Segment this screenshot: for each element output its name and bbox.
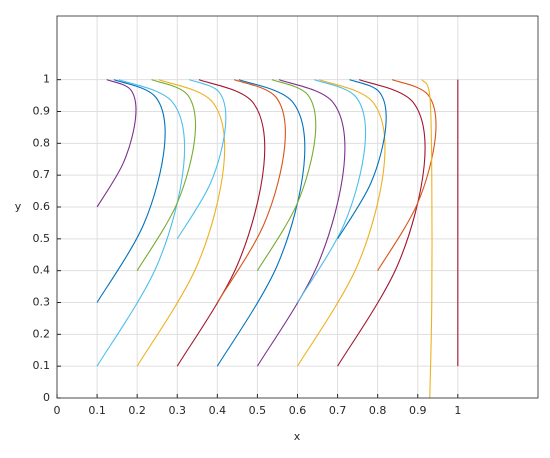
curve [136, 79, 197, 271]
y-tick-label: 0.3 [33, 296, 51, 309]
y-tick-label: 0.8 [33, 136, 51, 149]
curve [377, 79, 437, 271]
y-tick-label: 0.6 [33, 200, 51, 213]
curve [256, 79, 317, 271]
x-tick-label: 0.3 [169, 404, 187, 417]
x-tick-label: 0.4 [209, 404, 227, 417]
y-tick-label: 0 [43, 391, 50, 404]
y-tick-label: 1 [43, 73, 50, 86]
y-axis-label: y [15, 200, 22, 213]
axes-box [56, 15, 539, 399]
curve [176, 79, 227, 240]
curve [216, 79, 306, 367]
curve [96, 79, 137, 208]
x-tick-label: 0.5 [249, 404, 267, 417]
y-tick-label: 0.2 [33, 327, 51, 340]
y-tick-label: 0.5 [33, 232, 51, 245]
x-tick-label: 0.7 [329, 404, 347, 417]
y-tick-label: 0.7 [33, 168, 51, 181]
x-tick-label: 0 [54, 404, 61, 417]
curve [136, 79, 226, 367]
x-tick-label: 0.6 [289, 404, 307, 417]
curve [216, 79, 286, 303]
x-tick-label: 0.9 [409, 404, 427, 417]
y-tick-label: 0.1 [33, 359, 51, 372]
curve [256, 79, 346, 367]
curve [337, 79, 387, 240]
curve [176, 79, 266, 367]
curve [337, 79, 426, 367]
curve [297, 79, 386, 367]
curve [96, 79, 166, 303]
curve [96, 79, 186, 367]
curve [421, 79, 433, 399]
x-tick-label: 0.8 [369, 404, 387, 417]
curve [297, 79, 367, 303]
y-tick-label: 0.9 [33, 105, 51, 118]
y-tick-label: 0.4 [33, 264, 51, 277]
x-tick-label: 1 [454, 404, 461, 417]
x-axis-label: x [294, 430, 301, 443]
x-tick-label: 0.2 [128, 404, 146, 417]
x-tick-label: 0.1 [88, 404, 106, 417]
